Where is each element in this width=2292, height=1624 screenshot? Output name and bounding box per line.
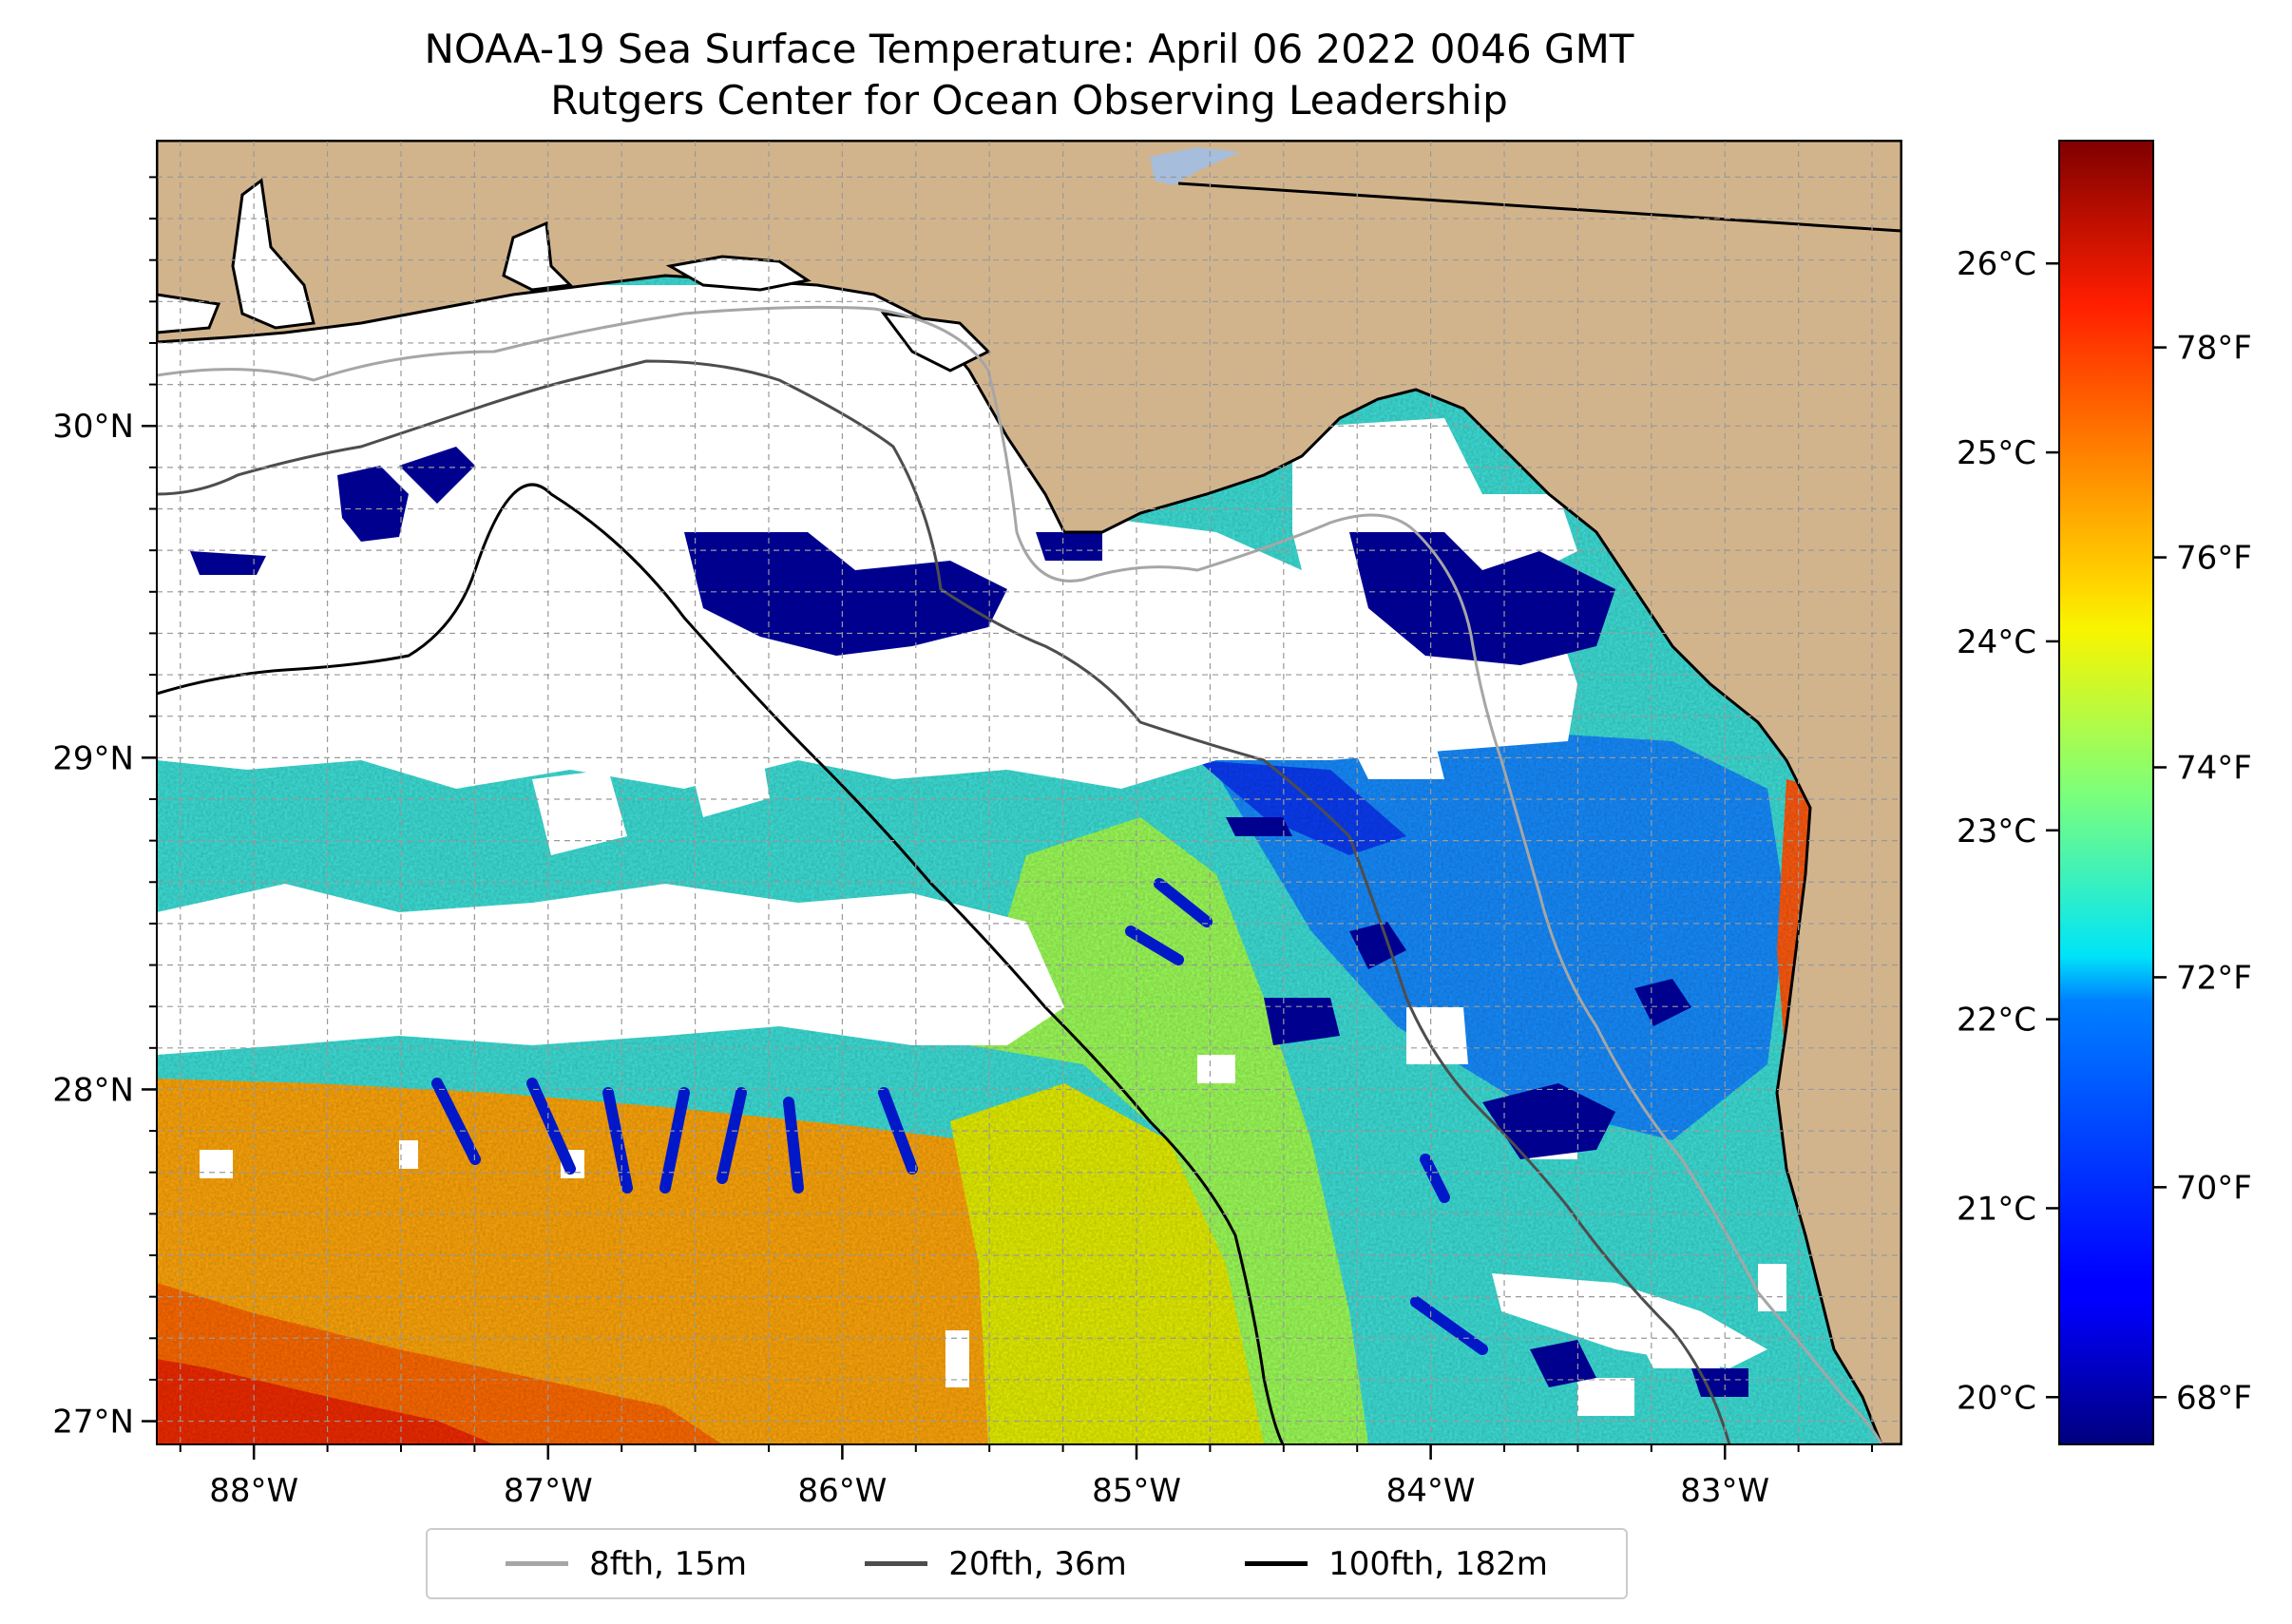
lon-tick-label: 83°W <box>1680 1472 1769 1510</box>
map-frame <box>156 140 1902 1445</box>
contour-100fth <box>157 483 1285 1444</box>
gridlines <box>157 141 1901 1444</box>
lat-tick-label: 28°N <box>52 1071 134 1109</box>
map-area <box>157 141 1901 1444</box>
legend-line-100fth <box>1245 1561 1308 1566</box>
contour-legend: 8fth, 15m 20fth, 36m 100fth, 182m <box>426 1528 1628 1599</box>
lon-tick-label: 88°W <box>209 1472 298 1510</box>
legend-label-100fth: 100fth, 182m <box>1328 1544 1548 1583</box>
legend-label-20fth: 20fth, 36m <box>948 1544 1127 1583</box>
lon-tick-label: 85°W <box>1092 1472 1181 1510</box>
legend-label-8fth: 8fth, 15m <box>589 1544 748 1583</box>
lat-tick-label: 30°N <box>52 408 134 446</box>
fahrenheit-tick-label: 68°F <box>2176 1379 2252 1417</box>
fahrenheit-tick-label: 76°F <box>2176 540 2252 578</box>
celsius-tick-label: 22°C <box>1957 1002 2036 1040</box>
cloud-mask <box>157 285 1786 1416</box>
celsius-tick-label: 20°C <box>1957 1379 2036 1417</box>
state-border <box>1177 182 1901 233</box>
lat-tick-label: 29°N <box>52 739 134 777</box>
lon-tick-label: 84°W <box>1386 1472 1476 1510</box>
lon-tick-label: 87°W <box>504 1472 593 1510</box>
legend-line-8fth <box>506 1561 569 1566</box>
legend-line-20fth <box>865 1561 928 1566</box>
map-axes: 88°W 87°W 86°W 85°W 84°W 83°W 27°N 28°N 29°N 30°N <box>52 176 1874 1510</box>
lake <box>1150 147 1240 185</box>
legend-item-100fth: 100fth, 182m <box>1245 1545 1548 1583</box>
fahrenheit-tick-label: 72°F <box>2176 959 2252 997</box>
fahrenheit-tick-label: 74°F <box>2176 749 2252 787</box>
celsius-tick-label: 23°C <box>1957 812 2036 850</box>
fahrenheit-tick-label: 70°F <box>2176 1169 2252 1207</box>
land <box>157 141 1901 1444</box>
legend-item-8fth: 8fth, 15m <box>506 1545 747 1583</box>
colorbar-ticks: 20°C 21°C 22°C 23°C 24°C 25°C 26°C 68°F 70°F 72°F… <box>1957 245 2252 1417</box>
contour-20fth <box>157 359 1731 1444</box>
colorbar <box>2058 140 2154 1445</box>
fahrenheit-tick-label: 78°F <box>2176 330 2252 368</box>
lon-tick-label: 86°W <box>797 1472 887 1510</box>
lat-tick-label: 27°N <box>52 1404 134 1442</box>
inland-water <box>157 178 991 373</box>
legend-item-20fth: 20fth, 36m <box>865 1545 1127 1583</box>
sst-streaks <box>431 878 1488 1355</box>
celsius-tick-label: 26°C <box>1957 245 2036 283</box>
celsius-tick-label: 24°C <box>1957 623 2036 661</box>
sst-cold-patches <box>190 447 1748 1397</box>
map-subtitle: Rutgers Center for Ocean Observing Leade… <box>550 77 1508 124</box>
celsius-tick-label: 25°C <box>1957 434 2036 472</box>
map-title: NOAA-19 Sea Surface Temperature: April 0… <box>424 26 1634 72</box>
celsius-tick-label: 21°C <box>1957 1190 2036 1228</box>
